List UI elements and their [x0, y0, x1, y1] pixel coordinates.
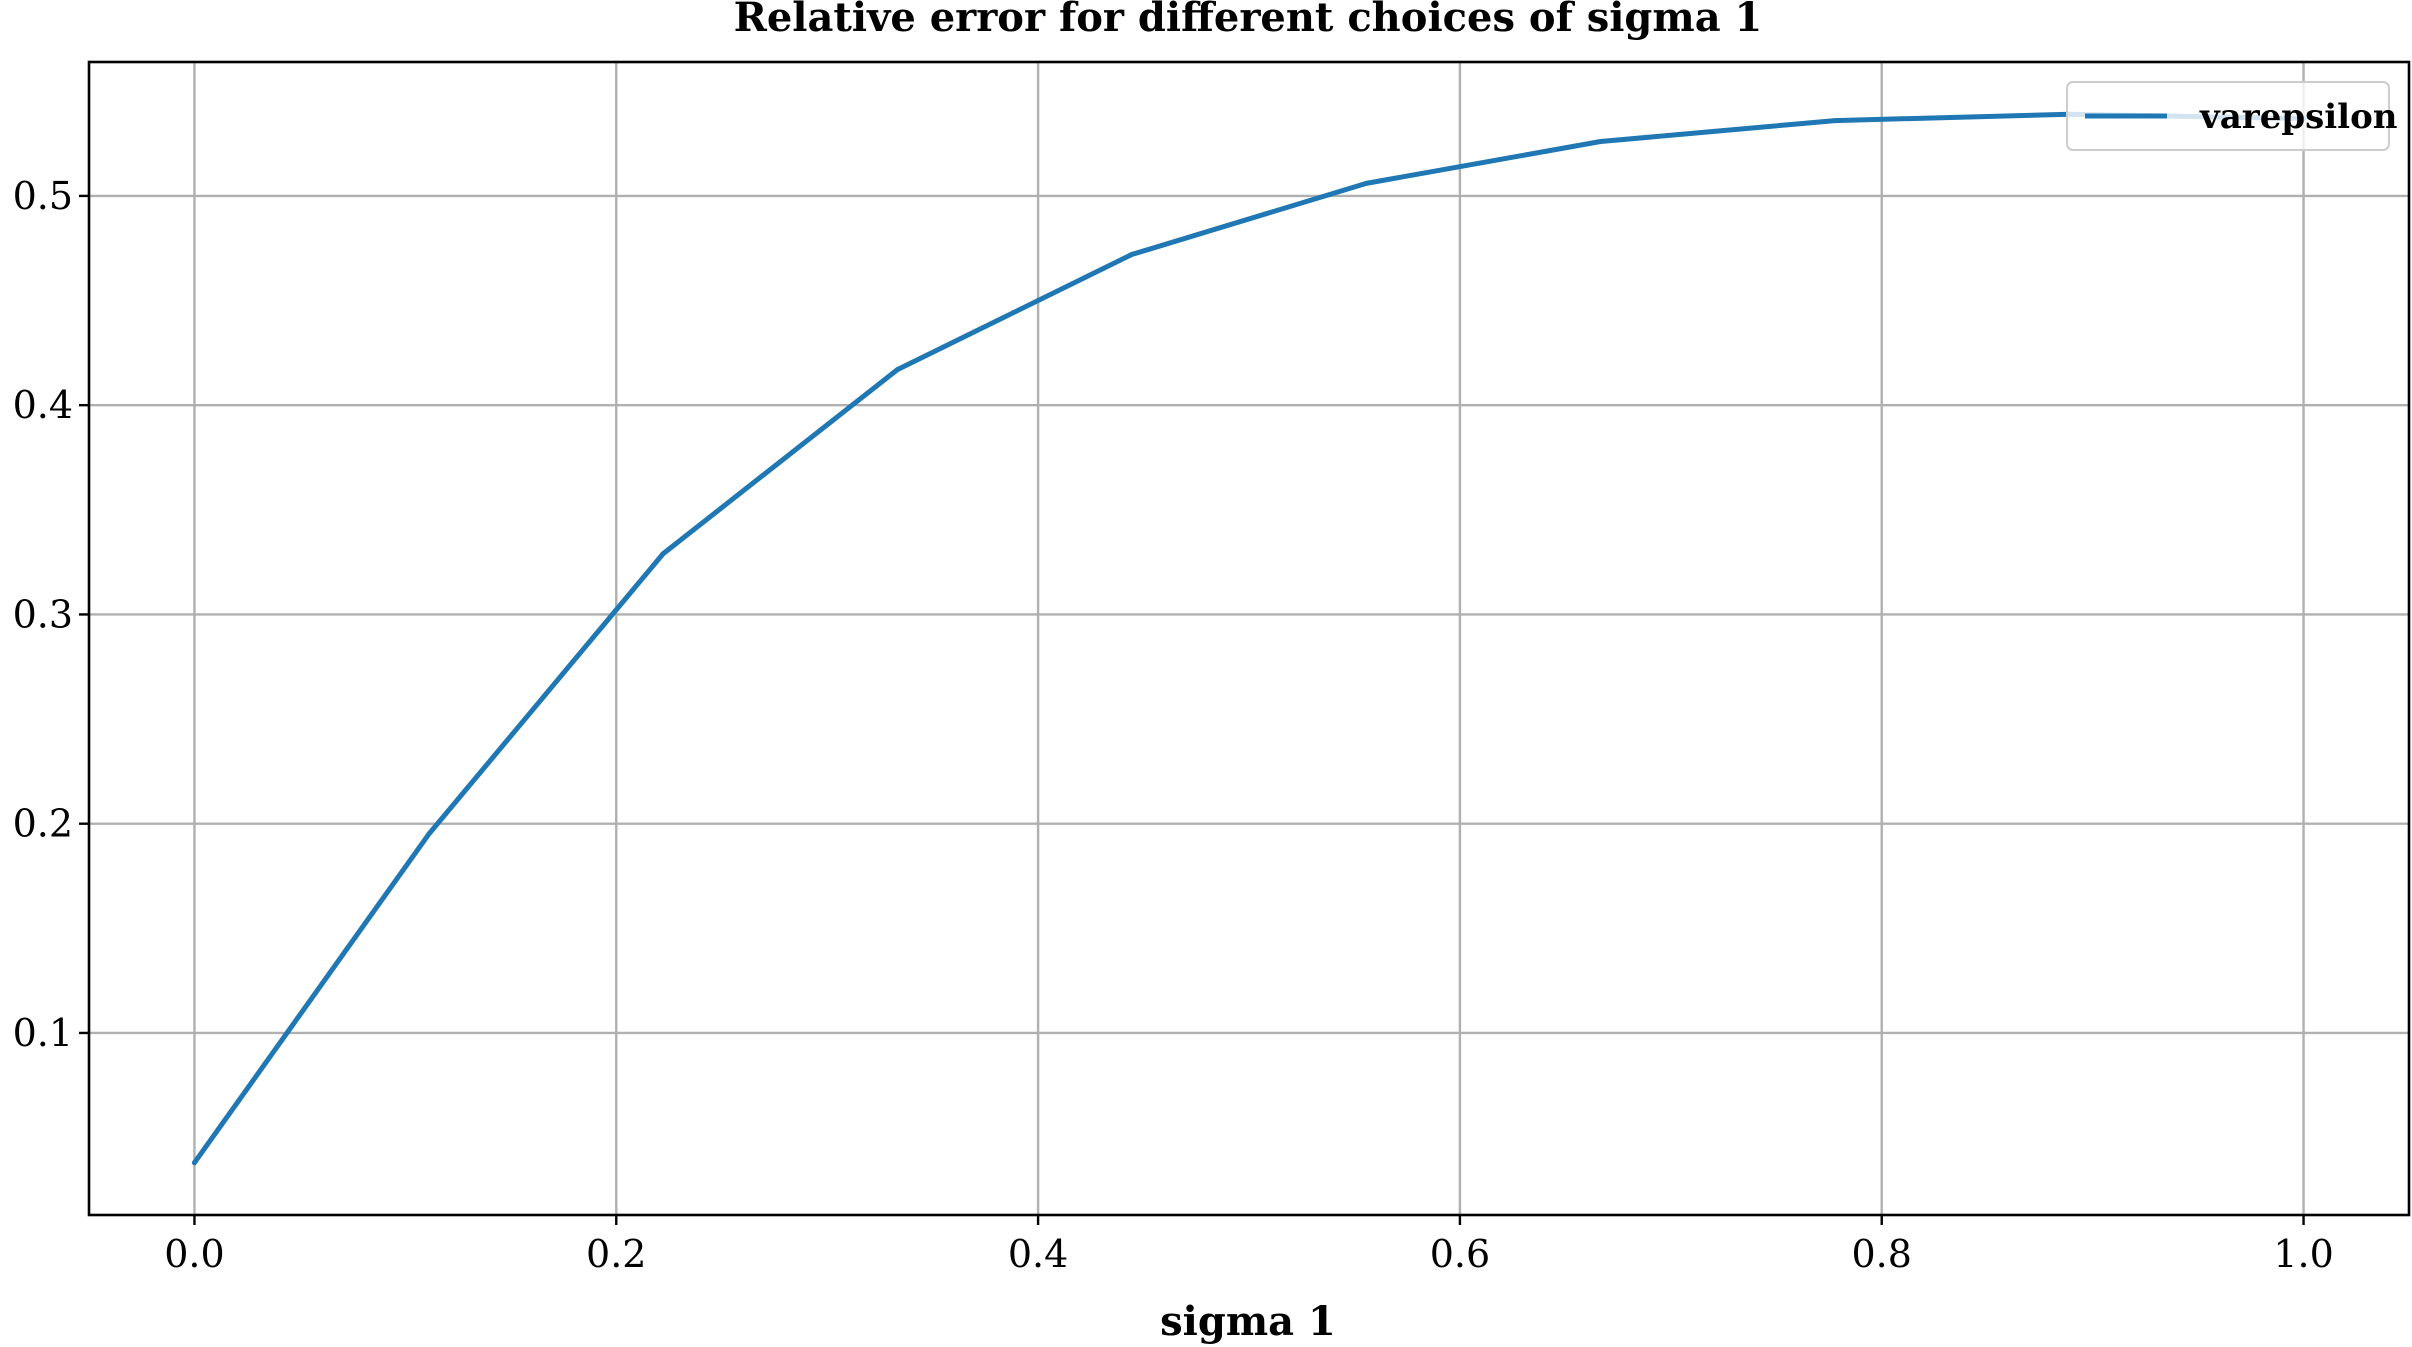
ticks: 0.0 0.2 0.4 0.6 0.8 1.0 0.1 0.2 0.3 0.4 0.5 — [13, 174, 2334, 1276]
data-point — [1598, 139, 1604, 145]
data-point — [426, 831, 432, 837]
series-line-varepsilon — [191, 111, 2307, 1166]
y-tick-label: 0.5 — [13, 174, 73, 218]
data-point — [894, 367, 900, 373]
x-tick-label: 1.0 — [2273, 1232, 2333, 1276]
chart-title: Relative error for different choices of … — [734, 0, 1763, 41]
x-tick-label: 0.2 — [586, 1232, 646, 1276]
y-tick-label: 0.2 — [13, 802, 73, 846]
axes-frame — [87, 60, 2411, 1217]
legend-box — [2066, 81, 2390, 151]
data-point — [191, 1160, 197, 1166]
x-axis-label: sigma 1 — [1160, 1298, 1336, 1345]
x-tick-label: 0.8 — [1852, 1232, 1912, 1276]
x-tick-label: 0.0 — [164, 1232, 224, 1276]
y-tick-label: 0.4 — [13, 383, 73, 427]
data-point — [1832, 118, 1838, 124]
y-tick-label: 0.1 — [13, 1011, 73, 1055]
legend-label-varepsilon: varepsilon — [2199, 97, 2397, 137]
series-group — [191, 111, 2307, 1166]
grid — [89, 62, 2409, 1215]
legend: varepsilon — [2066, 81, 2397, 151]
x-tick-label: 0.4 — [1008, 1232, 1068, 1276]
x-tick-label: 0.6 — [1430, 1232, 1490, 1276]
y-tick-label: 0.3 — [13, 592, 73, 636]
data-point — [1129, 252, 1135, 258]
data-point — [660, 551, 666, 557]
data-point — [1363, 180, 1369, 186]
